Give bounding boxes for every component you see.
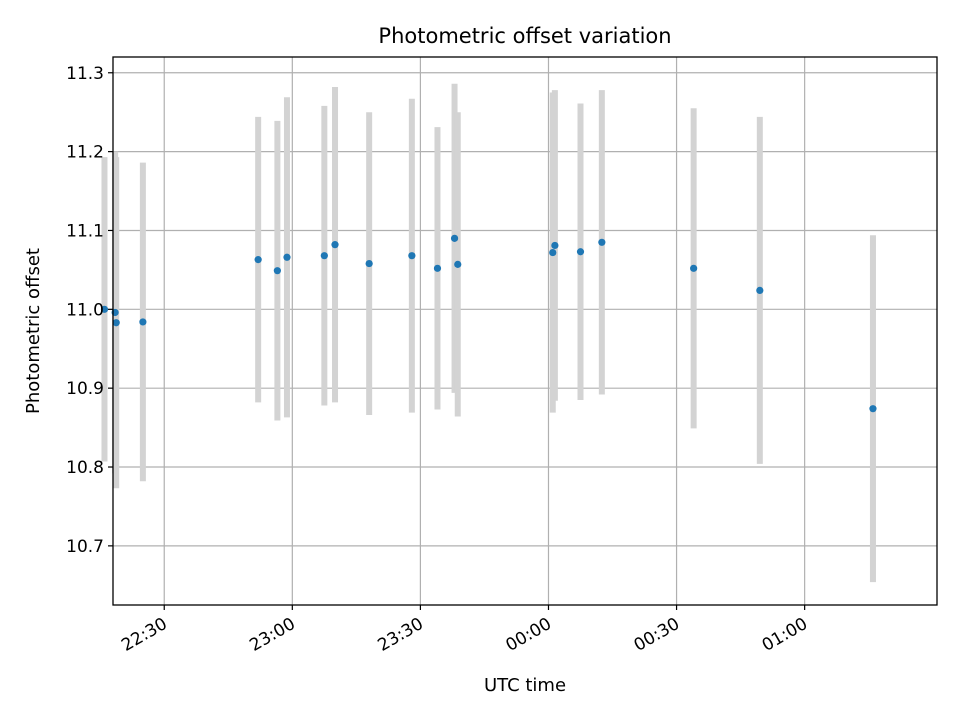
data-point (100, 305, 109, 313)
x-tick-label: 00:00 (503, 614, 555, 656)
data-point (365, 259, 373, 268)
chart-title: Photometric offset variation (378, 24, 671, 48)
x-tick-label: 22:30 (118, 614, 170, 656)
y-tick-label: 11.1 (66, 221, 104, 241)
y-tick-label: 10.8 (66, 458, 104, 478)
plot-frame (112, 56, 938, 606)
data-point (433, 264, 442, 272)
grid (113, 57, 937, 605)
data-point (576, 248, 585, 256)
data-point (283, 253, 291, 261)
x-tick-label: 23:30 (374, 614, 426, 656)
axes: 10.7 10.8 10.9 11.0 11.1 11.2 11.3 22:30 23:00 23… (66, 64, 811, 656)
data-point (331, 241, 339, 249)
data-point (408, 252, 416, 260)
y-tick-label: 10.9 (66, 379, 104, 399)
y-tick-label: 11.2 (66, 143, 104, 163)
x-tick-label: 01:00 (759, 614, 811, 656)
y-tick-label: 11.3 (66, 64, 104, 84)
x-axis-label: UTC time (484, 675, 566, 696)
data-points (100, 234, 877, 413)
data-point (112, 319, 120, 327)
data-point (450, 234, 459, 242)
data-point (549, 248, 557, 257)
data-point (139, 318, 147, 326)
data-point (869, 405, 877, 413)
data-point (273, 267, 281, 275)
y-tick-label: 11.0 (66, 300, 104, 320)
data-point (320, 252, 328, 260)
data-point (598, 238, 606, 246)
x-tick-label: 00:30 (631, 614, 683, 656)
data-point (756, 286, 764, 294)
error-bars (101, 83, 876, 583)
data-point (254, 256, 262, 264)
data-point (690, 264, 698, 272)
y-axis-label: Photometric offset (23, 248, 44, 414)
y-tick-label: 10.7 (66, 537, 104, 557)
data-point (551, 241, 559, 250)
data-point (454, 260, 462, 268)
x-tick-label: 23:00 (246, 614, 298, 656)
